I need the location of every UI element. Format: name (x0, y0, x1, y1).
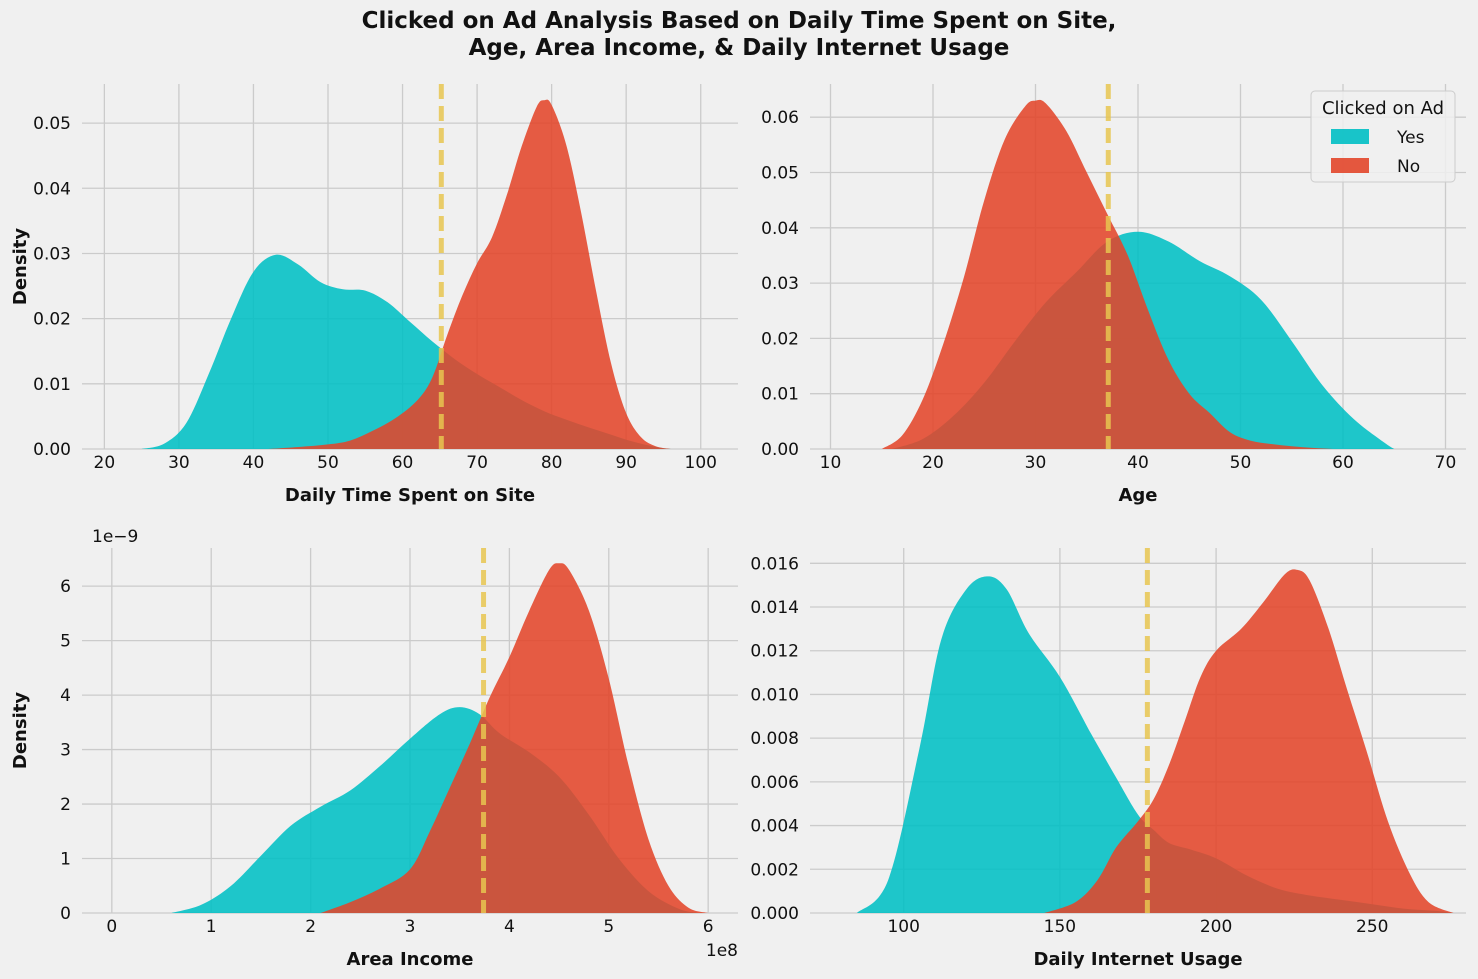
x-tick-label: 20 (94, 453, 116, 473)
x-tick-label: 6 (703, 917, 714, 937)
x-tick-label: 30 (168, 453, 190, 473)
density-area-no (320, 563, 709, 913)
y-tick-label: 6 (60, 577, 71, 597)
y-tick-label: 4 (60, 686, 71, 706)
x-axis-label: Daily Internet Usage (1033, 949, 1242, 970)
y-tick-label: 0.002 (750, 860, 799, 880)
x-tick-label: 5 (603, 917, 614, 937)
x-tick-label: 20 (922, 453, 944, 473)
y-tick-label: 0.00 (761, 440, 799, 460)
panel-3: 0 1 2 3 4 5 6 0 1 2 3 4 5 6 Area Income Density 1e−9 1e8 (10, 527, 738, 970)
x-tick-label: 40 (243, 453, 265, 473)
y-tick-label: 0.04 (761, 219, 799, 239)
y-tick-label: 2 (60, 795, 71, 815)
y-tick-label: 0.00 (33, 440, 71, 460)
y-axis-label: Density (10, 692, 31, 769)
density-area-no (268, 99, 671, 449)
y-tick-label: 0.04 (33, 179, 71, 199)
legend-label-yes: Yes (1396, 128, 1425, 148)
x-tick-label: 200 (1200, 917, 1232, 937)
y-tick-label: 0.014 (750, 598, 799, 618)
y-tick-label: 0.010 (750, 685, 799, 705)
y-tick-label: 0.01 (33, 375, 71, 395)
x-tick-label: 50 (317, 453, 339, 473)
x-tick-label: 3 (405, 917, 416, 937)
y-tick-label: 0.05 (33, 114, 71, 134)
x-tick-label: 1 (206, 917, 217, 937)
density-area-yes (856, 576, 1454, 913)
y-tick-label: 1 (60, 850, 71, 870)
x-tick-label: 100 (887, 917, 919, 937)
legend: Clicked on Ad Yes No (1310, 90, 1456, 183)
x-tick-label: 90 (615, 453, 637, 473)
figure-title-line2: Age, Area Income, & Daily Internet Usage (469, 35, 1010, 61)
y-tick-label: 0.012 (750, 642, 799, 662)
x-tick-label: 10 (820, 453, 842, 473)
panel-4: 100 150 200 250 0.000 0.002 0.004 0.006 0.008 0.0… (750, 548, 1466, 970)
y-tick-label: 0.016 (750, 554, 799, 574)
y-tick-label: 0.06 (761, 108, 799, 128)
x-tick-label: 60 (1332, 453, 1354, 473)
legend-title: Clicked on Ad (1322, 98, 1444, 119)
y-tick-label: 5 (60, 632, 71, 652)
figure-title-line1: Clicked on Ad Analysis Based on Daily Ti… (362, 8, 1117, 34)
x-tick-label: 80 (541, 453, 563, 473)
y-tick-label: 0.008 (750, 729, 799, 749)
y-offset-label: 1e−9 (92, 527, 138, 547)
x-tick-label: 100 (685, 453, 717, 473)
panels: 20 30 40 50 60 70 80 90 1000.000.010.020.030.040… (10, 84, 1466, 970)
y-tick-label: 3 (60, 741, 71, 761)
density-area-yes (141, 254, 671, 449)
y-tick-label: 0.004 (750, 817, 799, 837)
y-tick-label: 0.006 (750, 773, 799, 793)
x-axis-label: Daily Time Spent on Site (285, 485, 535, 506)
legend-swatch-yes (1331, 129, 1369, 144)
x-tick-label: 30 (1025, 453, 1047, 473)
x-axis-label: Area Income (347, 949, 474, 970)
legend-swatch-no (1331, 158, 1369, 173)
x-offset-label: 1e8 (706, 941, 738, 961)
y-axis-label: Density (10, 228, 31, 305)
x-tick-label: 150 (1044, 917, 1076, 937)
y-tick-label: 0.02 (33, 310, 71, 330)
density-area-no (1044, 569, 1454, 913)
x-axis-label: Age (1118, 485, 1157, 506)
y-tick-label: 0.02 (761, 329, 799, 349)
legend-label-no: No (1397, 157, 1420, 177)
x-tick-label: 50 (1230, 453, 1252, 473)
y-tick-label: 0.03 (761, 274, 799, 294)
y-tick-label: 0.000 (750, 904, 799, 924)
y-tick-label: 0.05 (761, 163, 799, 183)
x-tick-label: 4 (504, 917, 515, 937)
x-tick-label: 250 (1356, 917, 1388, 937)
x-tick-label: 70 (466, 453, 488, 473)
panel-2: 10 20 30 40 50 60 70 0.00 0.01 0.02 0.03 0.04 0.05 0.… (761, 84, 1466, 506)
y-tick-label: 0.01 (761, 385, 799, 405)
x-tick-label: 0 (106, 917, 117, 937)
x-tick-label: 2 (305, 917, 316, 937)
y-tick-label: 0 (60, 904, 71, 924)
x-tick-label: 60 (392, 453, 414, 473)
panel-1: 20 30 40 50 60 70 80 90 100 0.00 0.01 0.02 0.03 0.04 0… (10, 84, 738, 506)
x-tick-label: 40 (1127, 453, 1149, 473)
y-tick-label: 0.03 (33, 244, 71, 264)
x-tick-label: 70 (1435, 453, 1457, 473)
